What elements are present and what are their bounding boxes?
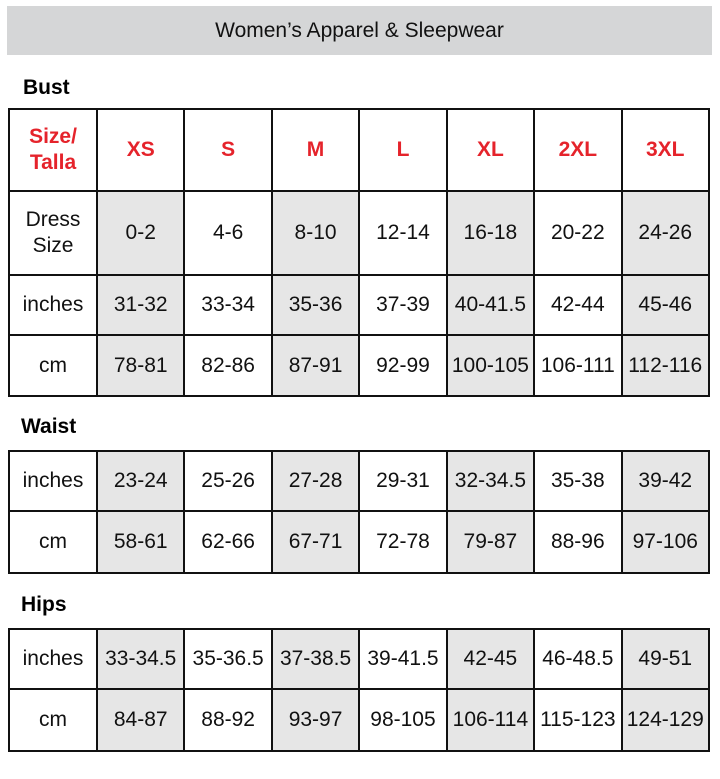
table-cell: 72-78 — [358, 510, 448, 574]
table-cell: 29-31 — [358, 450, 448, 512]
size-header-cell: 2XL — [533, 108, 623, 192]
size-header-cell: S — [183, 108, 273, 192]
table-cell: 58-61 — [95, 510, 186, 574]
table-cell: 87-91 — [270, 334, 361, 397]
row-label: inches — [8, 274, 98, 336]
table-cell: 88-92 — [183, 688, 273, 752]
table-row: inches 33-34.5 35-36.5 37-38.5 39-41.5 42-45 4… — [8, 628, 711, 690]
table-cell: 8-10 — [270, 190, 361, 276]
table-cell: 35-36.5 — [183, 628, 273, 690]
table-row: Dress Size 0-2 4-6 8-10 12-14 16-18 20-22 24-26 — [8, 190, 711, 276]
table-cell: 62-66 — [183, 510, 273, 574]
table-cell: 106-114 — [445, 688, 536, 752]
row-label: cm — [8, 510, 98, 574]
table-cell: 98-105 — [358, 688, 448, 752]
table-cell: 25-26 — [183, 450, 273, 512]
table-cell: 106-111 — [533, 334, 623, 397]
table-cell: 39-42 — [620, 450, 711, 512]
table-cell: 49-51 — [620, 628, 711, 690]
row-label: cm — [8, 688, 98, 752]
table-cell: 42-45 — [445, 628, 536, 690]
bust-label: Bust — [23, 76, 70, 99]
table-cell: 39-41.5 — [358, 628, 448, 690]
table-cell: 124-129 — [620, 688, 711, 752]
table-cell: 20-22 — [533, 190, 623, 276]
table-row: cm 78-81 82-86 87-91 92-99 100-105 106-111 112-… — [8, 334, 711, 397]
table-cell: 24-26 — [620, 190, 711, 276]
table-row: cm 58-61 62-66 67-71 72-78 79-87 88-96 97-106 — [8, 510, 711, 574]
table-cell: 4-6 — [183, 190, 273, 276]
size-header-row: Size/ Talla XS S M L XL 2XL 3XL — [8, 108, 711, 192]
size-header-cell: M — [270, 108, 361, 192]
table-cell: 33-34 — [183, 274, 273, 336]
waist-label: Waist — [21, 415, 77, 438]
table-cell: 45-46 — [620, 274, 711, 336]
table-cell: 78-81 — [95, 334, 186, 397]
table-cell: 88-96 — [533, 510, 623, 574]
table-cell: 23-24 — [95, 450, 186, 512]
table-cell: 32-34.5 — [445, 450, 536, 512]
table-cell: 112-116 — [620, 334, 711, 397]
chart-title: Women’s Apparel & Sleepwear — [7, 6, 712, 55]
table-cell: 31-32 — [95, 274, 186, 336]
table-cell: 84-87 — [95, 688, 186, 752]
table-cell: 12-14 — [358, 190, 448, 276]
table-row: inches 23-24 25-26 27-28 29-31 32-34.5 35-38 39… — [8, 450, 711, 512]
bust-table: Size/ Talla XS S M L XL 2XL 3XL Dress Size 0-2 4-6… — [8, 108, 711, 397]
table-cell: 97-106 — [620, 510, 711, 574]
size-header-cell: XL — [445, 108, 536, 192]
table-cell: 35-36 — [270, 274, 361, 336]
table-cell: 33-34.5 — [95, 628, 186, 690]
table-cell: 79-87 — [445, 510, 536, 574]
table-cell: 100-105 — [445, 334, 536, 397]
table-cell: 42-44 — [533, 274, 623, 336]
table-cell: 115-123 — [533, 688, 623, 752]
row-label: Dress Size — [8, 190, 98, 276]
size-header-cell: L — [358, 108, 448, 192]
table-cell: 27-28 — [270, 450, 361, 512]
hips-table: inches 33-34.5 35-36.5 37-38.5 39-41.5 42-45 4… — [8, 628, 711, 752]
table-cell: 40-41.5 — [445, 274, 536, 336]
table-cell: 82-86 — [183, 334, 273, 397]
table-row: cm 84-87 88-92 93-97 98-105 106-114 115-123 124… — [8, 688, 711, 752]
table-cell: 16-18 — [445, 190, 536, 276]
size-header-cell: 3XL — [620, 108, 711, 192]
table-cell: 0-2 — [95, 190, 186, 276]
table-cell: 37-39 — [358, 274, 448, 336]
row-label: inches — [8, 628, 98, 690]
table-row: inches 31-32 33-34 35-36 37-39 40-41.5 42-44 45… — [8, 274, 711, 336]
hips-label: Hips — [21, 593, 67, 616]
row-label: inches — [8, 450, 98, 512]
row-label: cm — [8, 334, 98, 397]
table-cell: 92-99 — [358, 334, 448, 397]
size-header-cell: XS — [95, 108, 186, 192]
size-header-cell: Size/ Talla — [8, 108, 98, 192]
table-cell: 46-48.5 — [533, 628, 623, 690]
table-cell: 35-38 — [533, 450, 623, 512]
table-cell: 37-38.5 — [270, 628, 361, 690]
table-cell: 93-97 — [270, 688, 361, 752]
table-cell: 67-71 — [270, 510, 361, 574]
waist-table: inches 23-24 25-26 27-28 29-31 32-34.5 35-38 39… — [8, 450, 711, 574]
